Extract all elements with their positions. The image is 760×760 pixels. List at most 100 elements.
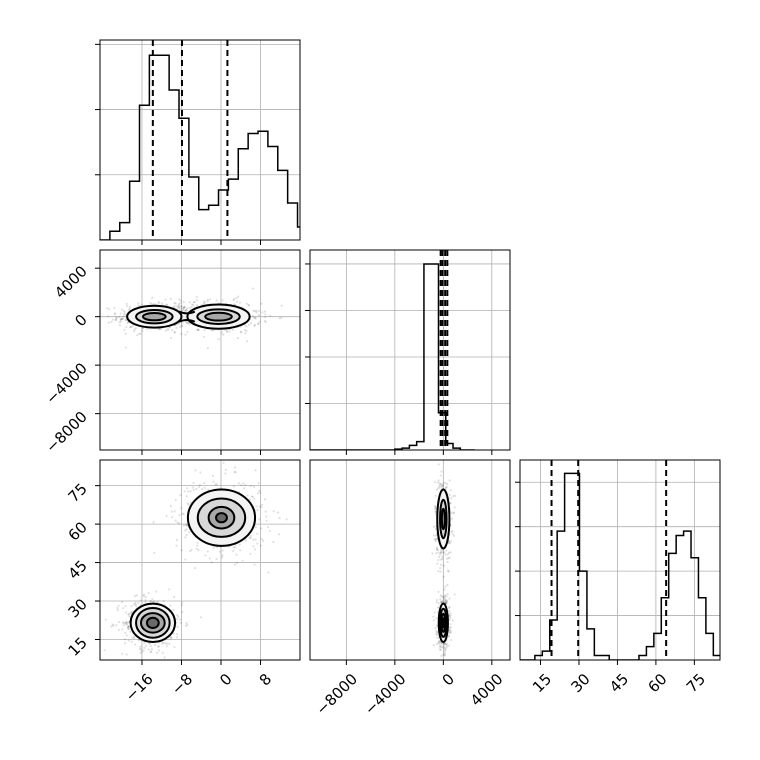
scatter-point <box>443 598 446 601</box>
hist-bar <box>258 131 268 240</box>
scatter-point <box>115 317 118 320</box>
scatter-point <box>161 642 164 645</box>
scatter-point <box>450 638 453 642</box>
scatter-point <box>448 606 451 609</box>
plot-area <box>310 250 475 450</box>
scatter-point <box>437 479 440 482</box>
scatter-point <box>443 645 446 648</box>
scatter-point <box>280 304 283 307</box>
scatter-point <box>437 641 440 644</box>
scatter-point <box>255 505 258 508</box>
scatter-point <box>137 639 141 642</box>
scatter-point <box>169 637 172 640</box>
scatter-point <box>143 641 146 644</box>
scatter-point <box>189 490 192 493</box>
scatter-point <box>247 303 250 306</box>
scatter-point <box>445 549 448 552</box>
scatter-point <box>253 497 256 500</box>
scatter-point <box>437 569 440 573</box>
hist-bar <box>209 205 219 240</box>
scatter-point <box>119 312 122 315</box>
scatter-point <box>175 544 178 547</box>
scatter-point <box>149 301 152 305</box>
scatter-point <box>124 622 127 625</box>
scatter-point <box>437 640 441 643</box>
scatter-point <box>130 611 133 614</box>
scatter-point <box>264 510 267 513</box>
scatter-point <box>104 618 108 621</box>
scatter-point <box>434 538 437 541</box>
scatter-point <box>263 310 267 313</box>
scatter-point <box>272 540 275 544</box>
scatter-point <box>118 324 122 327</box>
scatter-point <box>188 301 191 304</box>
scatter-point <box>139 645 142 648</box>
hist-bar <box>661 598 668 660</box>
scatter-point <box>125 621 128 624</box>
panel-1-0: 4000 0 −4000−8000 <box>42 249 301 457</box>
scatter-point <box>435 488 439 491</box>
scatter-point <box>439 594 442 597</box>
scatter-point <box>256 492 259 495</box>
scatter-point <box>445 482 449 486</box>
hist-bar <box>594 656 601 660</box>
scatter-point <box>188 323 191 326</box>
scatter-point <box>264 313 267 316</box>
scatter-point <box>434 510 437 514</box>
hist-bar <box>676 536 683 660</box>
scatter-point <box>123 312 126 316</box>
scatter-point <box>435 642 439 646</box>
scatter-point <box>225 329 228 332</box>
hist-bar <box>654 633 661 660</box>
scatter-point <box>448 540 451 543</box>
y-tick-label: −8000 <box>42 408 91 457</box>
scatter-point <box>151 600 155 604</box>
scatter-point <box>442 482 445 485</box>
scatter-point <box>244 332 247 335</box>
scatter-point <box>214 483 217 486</box>
scatter-point <box>182 524 185 527</box>
scatter-point <box>232 328 235 332</box>
scatter-point <box>246 340 249 343</box>
scatter-point <box>258 489 261 493</box>
scatter-point <box>432 618 435 622</box>
scatter-point <box>435 630 438 633</box>
scatter-point <box>442 653 445 656</box>
scatter-point <box>436 562 439 565</box>
scatter-point <box>443 642 446 645</box>
scatter-point <box>444 487 448 490</box>
scatter-point <box>162 599 165 603</box>
scatter-point <box>434 506 437 509</box>
scatter-point <box>238 301 241 304</box>
scatter-point <box>252 309 255 312</box>
scatter-point <box>432 525 435 528</box>
scatter-point <box>180 549 183 552</box>
y-tick-label: −4000 <box>42 359 91 408</box>
scatter-point <box>118 315 121 318</box>
scatter-point <box>123 311 126 314</box>
scatter-point <box>254 316 257 320</box>
scatter-point <box>195 299 198 302</box>
scatter-point <box>128 630 132 633</box>
scatter-point <box>126 627 129 630</box>
scatter-point <box>433 611 436 614</box>
scatter-point <box>150 303 153 306</box>
x-tick-label: 75 <box>683 670 709 696</box>
scatter-point <box>439 484 442 487</box>
scatter-point <box>232 546 235 549</box>
scatter-point <box>272 510 275 513</box>
scatter-point <box>195 547 198 550</box>
hist-bar <box>228 179 238 240</box>
scatter-point <box>185 524 188 528</box>
scatter-point <box>127 625 131 628</box>
scatter-point <box>434 504 437 508</box>
scatter-point <box>445 595 448 598</box>
scatter-point <box>157 649 160 652</box>
scatter-point <box>128 305 131 308</box>
scatter-point <box>439 482 442 485</box>
scatter-point <box>196 541 199 544</box>
scatter-point <box>441 601 444 604</box>
scatter-point <box>175 326 178 330</box>
scatter-point <box>139 648 142 651</box>
